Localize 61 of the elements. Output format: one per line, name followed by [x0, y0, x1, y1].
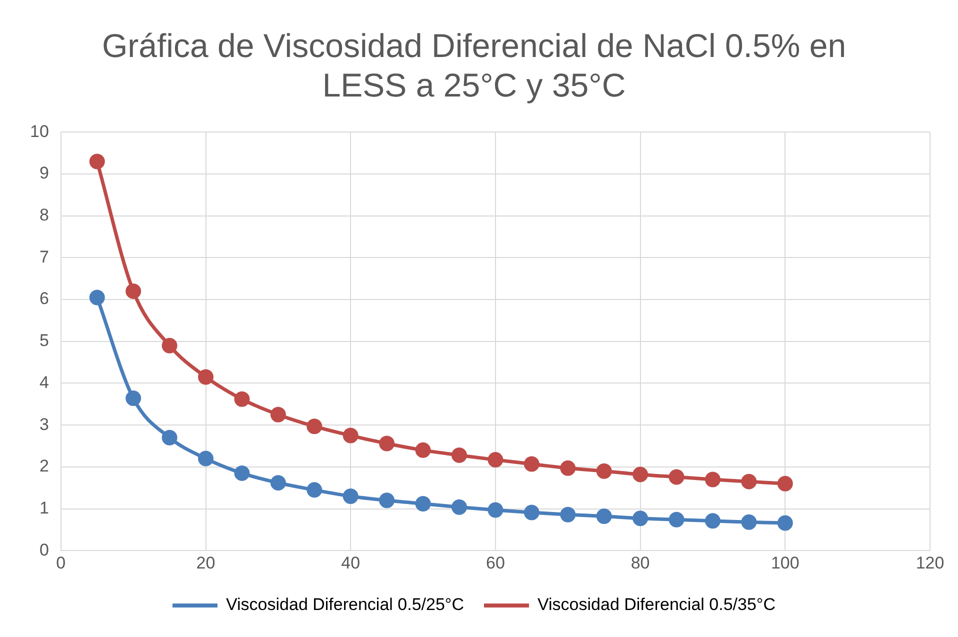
y-tick-label: 6: [39, 289, 49, 308]
point: [524, 504, 540, 520]
point: [342, 488, 358, 504]
x-tick-label: 0: [56, 553, 66, 572]
point: [560, 460, 576, 476]
x-tick-label: 20: [196, 553, 216, 572]
point: [89, 290, 105, 306]
y-tick-label: 0: [39, 540, 49, 560]
y-tick-label: 3: [39, 414, 49, 434]
point: [524, 456, 540, 472]
x-tick-label: 60: [486, 553, 505, 572]
legend-label: Viscosidad Diferencial 0.5/25°C: [226, 595, 464, 614]
y-tick-label: 9: [39, 164, 49, 183]
x-tick-label: 100: [770, 553, 800, 572]
point: [342, 428, 358, 444]
point: [270, 406, 286, 422]
point: [198, 369, 214, 385]
y-tick-label: 10: [30, 122, 49, 141]
y-tick-label: 2: [39, 456, 49, 476]
point: [415, 496, 431, 512]
y-tick-label: 8: [39, 206, 49, 225]
x-tick-label: 120: [916, 553, 944, 572]
point: [668, 512, 684, 528]
chart-title: Gráfica de Viscosidad Diferencial de NaCl 0.5% en LESS a 25°C y 35°C: [102, 26, 846, 104]
point: [741, 474, 757, 490]
point: [451, 499, 467, 515]
point: [379, 436, 395, 452]
point: [488, 502, 504, 518]
point: [89, 154, 105, 170]
point: [126, 390, 142, 406]
y-tick-label: 1: [39, 498, 49, 518]
point: [488, 452, 504, 468]
point: [668, 469, 684, 485]
y-tick-label: 4: [39, 372, 49, 392]
point: [560, 506, 576, 522]
point: [270, 475, 286, 491]
y-tick-label: 5: [39, 331, 49, 350]
legend-label: Viscosidad Diferencial 0.5/35°C: [538, 595, 776, 614]
point: [234, 391, 250, 407]
point: [777, 515, 793, 531]
point: [632, 510, 648, 526]
point: [379, 492, 395, 508]
point: [306, 418, 322, 434]
point: [777, 476, 793, 492]
point: [162, 430, 178, 446]
point: [741, 514, 757, 530]
point: [234, 465, 250, 481]
point: [198, 450, 214, 466]
point: [451, 447, 467, 463]
point: [126, 283, 142, 299]
point: [306, 482, 322, 498]
x-tick-label: 80: [630, 553, 650, 572]
point: [596, 463, 612, 479]
point: [704, 472, 720, 488]
x-tick-label: 40: [341, 553, 360, 572]
point: [632, 466, 648, 482]
point: [596, 508, 612, 524]
point: [162, 338, 178, 354]
point: [704, 513, 720, 529]
point: [415, 442, 431, 458]
y-tick-label: 7: [39, 247, 49, 266]
